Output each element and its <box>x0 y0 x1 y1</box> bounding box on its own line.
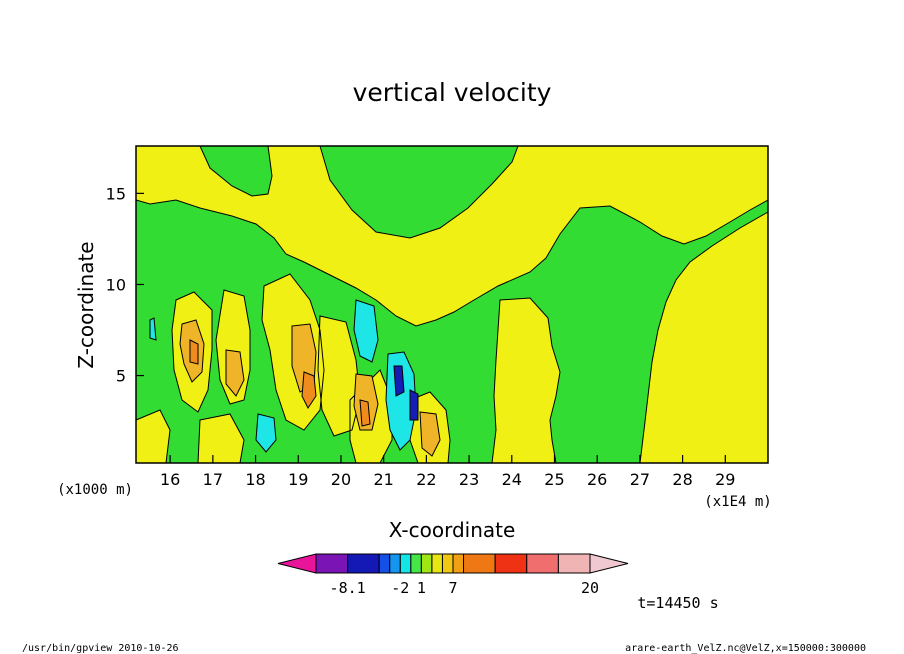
x-tick-label: 21 <box>373 470 393 489</box>
colorbar-tick-label: -2 <box>391 579 409 597</box>
chart-title: vertical velocity <box>353 78 552 107</box>
x-tick-label: 26 <box>587 470 607 489</box>
colorbar-cell <box>494 553 528 574</box>
contour-negative <box>149 299 417 453</box>
colorbar-tick-label: 1 <box>417 579 426 597</box>
x-tick-label: 28 <box>672 470 692 489</box>
colorbar-cell <box>452 553 465 574</box>
colorbar-cell <box>399 553 412 574</box>
x-tick-label: 23 <box>459 470 479 489</box>
colorbar-cell <box>389 553 401 574</box>
y-tick-label: 10 <box>106 275 126 294</box>
y-tick-label: 5 <box>116 367 126 386</box>
colorbar-arrow-high <box>589 553 629 574</box>
colorbar-cell <box>410 553 422 574</box>
x-tick-label: 20 <box>331 470 351 489</box>
x-tick-label: 18 <box>245 470 265 489</box>
colorbar-cells <box>277 553 629 574</box>
x-tick-label: 24 <box>502 470 522 489</box>
x-tick-label: 25 <box>544 470 564 489</box>
x-axis-ticks: 16 17 18 19 20 21 22 23 24 25 26 27 28 29 <box>160 455 735 489</box>
y-tick-label: 15 <box>106 184 126 203</box>
contour-strong <box>189 339 371 427</box>
y-axis-ticks: 5 10 15 <box>106 184 144 386</box>
contour-positive-mid <box>491 297 561 464</box>
colorbar-cell <box>441 553 454 574</box>
contour-strong-negative <box>393 365 419 421</box>
colorbar-cell <box>526 553 559 574</box>
contour-strong-negative-cells <box>393 365 419 421</box>
footer-left: /usr/bin/gpview 2010-10-26 <box>22 643 179 654</box>
x-tick-label: 16 <box>160 470 180 489</box>
contour-strong-cells <box>189 339 371 427</box>
plot-frame <box>135 145 769 464</box>
contour-negative-cells <box>149 299 417 453</box>
x-axis-label: X-coordinate <box>389 518 516 542</box>
colorbar-arrow-low <box>277 553 317 574</box>
x-tick-label: 19 <box>288 470 308 489</box>
colorbar-cell <box>431 553 443 574</box>
colorbar-cell <box>420 553 433 574</box>
colorbar-tick-label: 7 <box>448 579 457 597</box>
colorbar-labels: -8.1 -2 1 7 20 <box>330 579 599 597</box>
x-unit-label: (x1E4 m) <box>704 494 771 510</box>
x-tick-label: 17 <box>203 470 223 489</box>
colorbar-cell <box>557 553 591 574</box>
colorbar: -8.1 -2 1 7 20 <box>277 553 629 597</box>
colorbar-tick-label: 20 <box>581 579 599 597</box>
contour-positive-upper-left <box>135 145 769 327</box>
x-tick-label: 27 <box>630 470 650 489</box>
footer-right: arare-earth_VelZ.nc@VelZ,x=150000:300000 <box>625 643 866 654</box>
y-axis-label: Z-coordinate <box>74 241 98 368</box>
colorbar-cell <box>347 553 380 574</box>
y-unit-label: (x1000 m) <box>57 482 133 498</box>
time-label: t=14450 s <box>637 594 718 612</box>
colorbar-cell <box>463 553 496 574</box>
colorbar-cell <box>378 553 391 574</box>
colorbar-tick-label: -8.1 <box>330 579 366 597</box>
plot-area <box>135 145 769 464</box>
colorbar-cell <box>315 553 349 574</box>
x-tick-label: 22 <box>416 470 436 489</box>
x-tick-label: 29 <box>715 470 735 489</box>
